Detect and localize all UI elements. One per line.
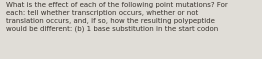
Text: What is the effect of each of the following point mutations? For
each: tell whet: What is the effect of each of the follow… — [6, 2, 227, 32]
